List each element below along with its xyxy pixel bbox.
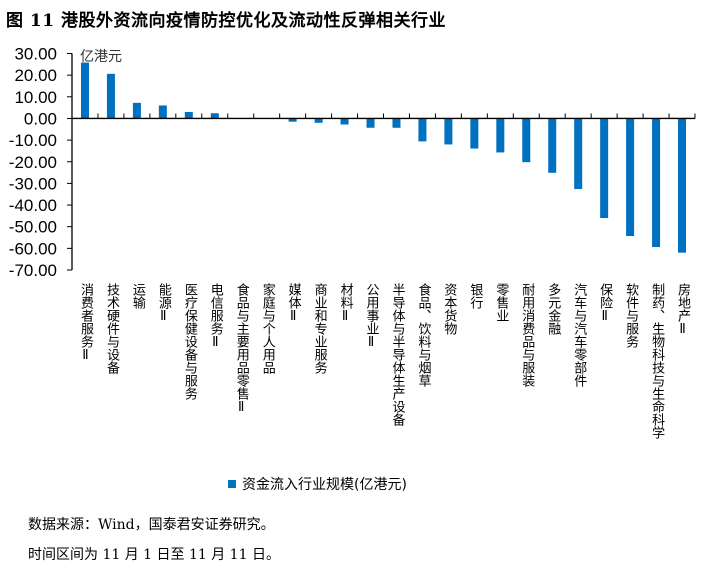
- legend-label: 资金流入行业规模(亿港元): [242, 477, 407, 493]
- bar: [548, 118, 557, 173]
- x-tick-label: 能源Ⅱ: [155, 283, 171, 324]
- bar: [652, 118, 661, 248]
- y-tick-label: -10.00: [9, 131, 57, 150]
- y-tick-label: -30.00: [9, 174, 57, 193]
- bar: [288, 118, 297, 122]
- bar: [106, 73, 115, 119]
- x-tick-label: 房地产Ⅱ: [675, 283, 691, 337]
- source-note: 数据来源：Wind，国泰君安证券研究。: [28, 517, 275, 533]
- bar: [366, 118, 375, 128]
- y-tick-label: -20.00: [9, 153, 57, 172]
- legend: 资金流入行业规模(亿港元): [228, 474, 407, 494]
- y-tick-label: -70.00: [9, 261, 57, 280]
- x-tick-label: 商业和专业服务: [311, 283, 327, 374]
- x-tick-label: 食品、饮料与烟草: [415, 283, 431, 387]
- period-note: 时间区间为 11 月 1 日至 11 月 11 日。: [28, 547, 280, 563]
- bar: [678, 118, 687, 253]
- x-tick-label: 技术硬件与设备: [103, 283, 119, 374]
- x-tick-label: 银行: [467, 283, 483, 309]
- x-tick-label: 媒体Ⅱ: [285, 283, 301, 324]
- legend-swatch: [228, 480, 236, 488]
- bar: [314, 118, 323, 123]
- y-tick-label: 0.00: [24, 109, 57, 128]
- bar: [470, 118, 479, 149]
- x-tick-label: 运输: [129, 283, 145, 309]
- x-tick-label: 制药、生物科技与生命科学: [649, 283, 665, 439]
- bar: [210, 113, 219, 119]
- x-tick-label: 资本货物: [441, 283, 457, 335]
- bar: [340, 118, 349, 125]
- figure-title: 图 11 港股外资流向疫情防控优化及流动性反弹相关行业: [6, 11, 446, 31]
- x-tick-label: 家庭与个人用品: [259, 283, 275, 374]
- bar-chart: 30.00 20.00 10.00 0.00 -10.00 -20.00 -30.00 -40…: [9, 45, 696, 280]
- y-tick-label: -60.00: [9, 239, 57, 258]
- x-tick-label: 多元金融: [545, 283, 561, 335]
- x-tick-label: 软件与服务: [623, 283, 639, 348]
- bar: [444, 118, 453, 145]
- bar: [496, 118, 505, 153]
- x-tick-label: 医疗保健设备与服务: [181, 283, 197, 400]
- y-tick-label: -50.00: [9, 218, 57, 237]
- x-tick-label: 公用事业Ⅱ: [363, 283, 379, 350]
- x-tick-label: 耐用消费品与服装: [519, 283, 535, 387]
- bar: [158, 105, 167, 119]
- bar: [132, 102, 141, 119]
- x-tick-label: 保险Ⅱ: [597, 283, 613, 324]
- x-tick-label: 电信服务Ⅱ: [207, 283, 223, 350]
- x-tick-label: 材料Ⅱ: [337, 283, 353, 324]
- bar: [80, 62, 89, 119]
- bar: [418, 118, 427, 142]
- y-tick-label: 10.00: [14, 88, 57, 107]
- y-tick-label: 30.00: [14, 45, 57, 64]
- y-tick-label: -40.00: [9, 196, 57, 215]
- x-tick-label: 半导体与半导体生产设备: [389, 283, 405, 426]
- x-tick-label: 零售业: [493, 283, 509, 322]
- bar: [184, 111, 193, 119]
- bar: [574, 118, 583, 190]
- x-tick-label: 消费者服务Ⅱ: [77, 283, 93, 363]
- bar: [522, 118, 531, 163]
- bar: [392, 118, 401, 128]
- y-tick-label: 20.00: [14, 66, 57, 85]
- unit-label: 亿港元: [80, 49, 122, 65]
- x-tick-label: 食品与主要用品零售Ⅱ: [233, 283, 249, 415]
- bar: [626, 118, 635, 237]
- x-tick-label: 汽车与汽车零部件: [571, 283, 587, 387]
- bar: [600, 118, 609, 219]
